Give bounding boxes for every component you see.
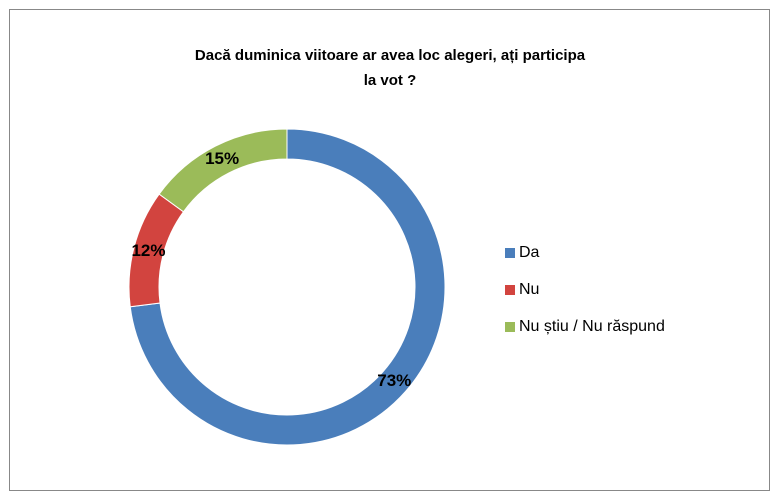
legend-swatch <box>505 285 515 295</box>
donut-segment <box>129 128 446 446</box>
legend-label: Da <box>519 244 540 261</box>
donut-segment <box>158 128 288 213</box>
chart-title: Dacă duminica viitoare ar avea loc alege… <box>194 47 586 89</box>
legend-swatch <box>505 248 515 258</box>
data-label: 15% <box>205 149 239 168</box>
legend-label: Nu <box>519 281 539 298</box>
data-label: 73% <box>377 371 411 390</box>
data-label: 12% <box>131 241 165 260</box>
legend-swatch <box>505 322 515 332</box>
legend-label: Nu știu / Nu răspund <box>519 318 665 335</box>
